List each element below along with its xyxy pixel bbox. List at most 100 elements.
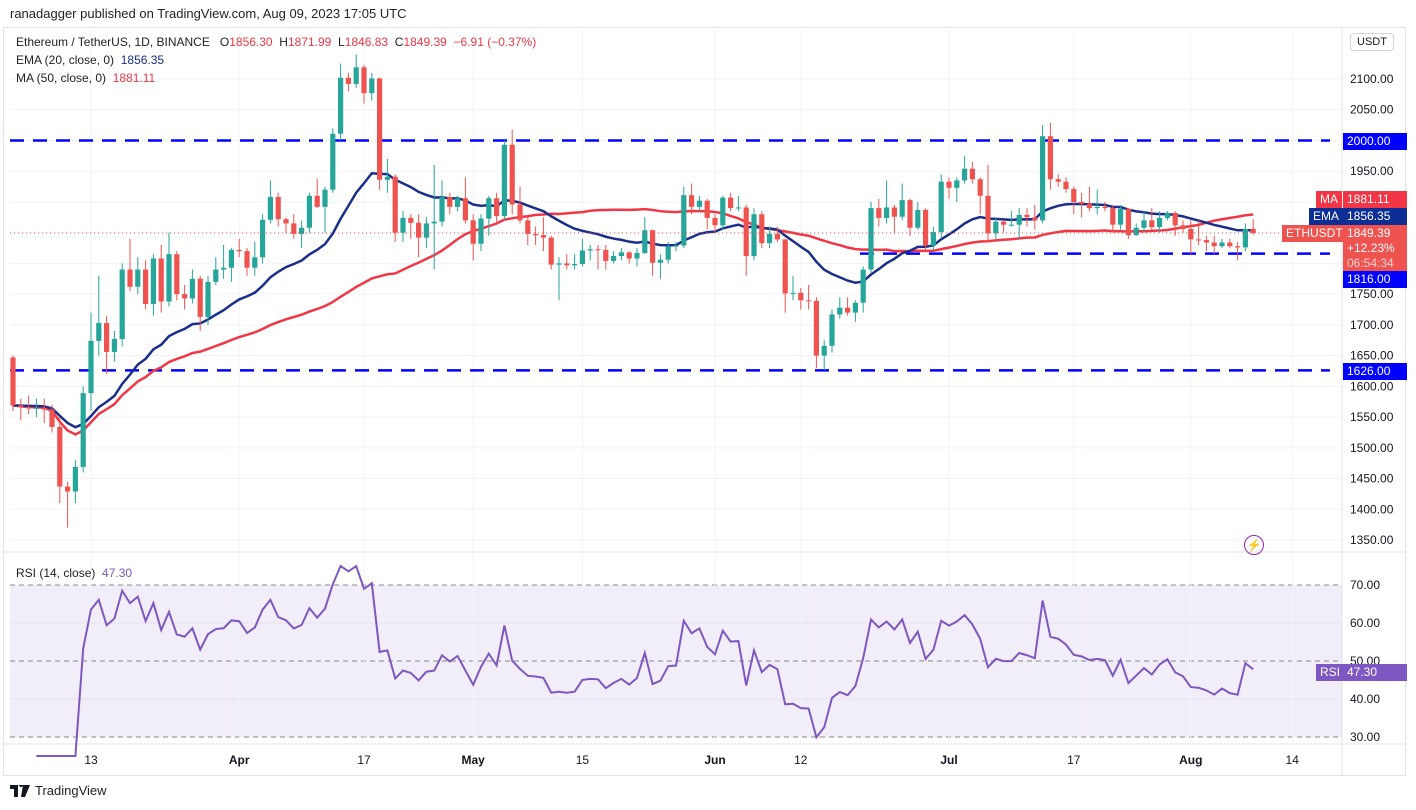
candle-body [657,259,663,263]
candle-body [712,217,718,226]
candle-body [189,278,195,299]
candle-body [1055,179,1061,182]
symbol-legend: Ethereum / TetherUS, 1D, BINANCE O1856.3… [16,35,536,49]
candle-body [735,207,741,209]
candle-body [158,258,164,302]
candle-body [10,357,16,406]
candle-body [845,307,851,313]
price-tick-label: 1700.00 [1350,318,1394,332]
candle-body [486,198,492,219]
candle-body [150,258,156,304]
low-label: L [338,35,345,49]
candle-body [1141,220,1147,228]
rsi-legend-label: RSI (14, close) [16,566,96,580]
ema-tag-label: EMA [1309,208,1344,225]
candle-body [244,251,250,268]
candle-body [837,307,843,315]
candle-body [455,198,461,207]
candle-body [322,189,328,207]
candle-body [759,214,765,244]
candle-body [728,197,734,209]
candle-body [236,249,242,252]
candle-body [501,144,507,217]
candle-body [556,263,562,265]
candle-body [813,300,819,356]
candle-body [1008,224,1014,226]
price-tick-label: 1750.00 [1350,287,1394,301]
candle-body [1094,206,1100,209]
rsi-legend[interactable]: RSI (14, close) 47.30 [16,566,132,580]
close-value: 1849.39 [403,35,447,49]
candle-body [361,67,367,94]
candle-body [533,233,539,236]
footer: TradingView [10,783,107,798]
candle-body [18,405,24,408]
time-tick-label: 15 [576,753,590,767]
ma-legend[interactable]: MA (50, close, 0) 1881.11 [16,71,155,85]
time-tick-label: 12 [794,753,808,767]
candle-body [26,407,32,409]
candle-body [353,67,359,84]
price-tick-label: 1500.00 [1350,441,1394,455]
candle-body [540,235,546,238]
lightning-icon[interactable]: ⚡ [1244,535,1264,555]
low-value: 1846.83 [344,35,389,49]
candle-body [1032,217,1038,221]
ema-legend[interactable]: EMA (20, close, 0) 1856.35 [16,53,164,67]
candle-body [1118,208,1124,225]
candle-body [696,200,702,207]
ma-legend-value: 1881.11 [112,71,156,85]
candle-body [548,237,554,265]
resistance-2000-tag: 2000.00 [1343,133,1407,150]
time-tick-label: 13 [84,753,98,767]
price-tick-label: 1400.00 [1350,502,1394,516]
candle-body [470,220,476,244]
candle-body [993,221,999,234]
candle-body [299,227,305,234]
candle-body [564,263,570,266]
candle-body [884,207,890,218]
currency-selector[interactable]: USDT [1350,33,1394,51]
candle-body [681,195,687,246]
ma-price-tag: 1881.11 [1343,191,1407,208]
candle-body [462,198,468,221]
rsi-tick-label: 60.00 [1350,616,1380,630]
symbol-name[interactable]: Ethereum / TetherUS, 1D, BINANCE [16,35,210,49]
percent-change: +12.23% [1347,241,1395,255]
candle-body [1219,242,1225,247]
candle-body [369,78,375,94]
time-tick-label: Jul [940,753,957,767]
candle-body [88,340,94,394]
rsi-tick-label: 70.00 [1350,578,1380,592]
rsi-legend-value: 47.30 [102,566,133,580]
candle-body [946,181,952,188]
candle-body [80,393,86,467]
candle-body [704,200,710,218]
candle-body [962,168,968,181]
candle-body [182,294,188,299]
bar-countdown: 06:54:34 [1347,256,1394,270]
candle-body [111,339,117,352]
candle-body [1203,240,1209,243]
candle-body [330,133,336,190]
high-label: H [279,35,288,49]
candle-body [1211,242,1217,247]
time-tick-label: May [462,753,486,767]
candle-body [774,233,780,240]
candle-body [213,269,219,282]
candle-body [915,209,921,228]
time-tick-label: Jun [704,753,725,767]
candle-body [806,300,812,302]
candle-body [907,200,913,228]
ma50-line [12,207,1254,436]
candle-body [1001,221,1007,225]
candle-body [96,323,102,341]
candle-body [618,252,624,257]
candle-body [57,426,63,487]
candle-body [1196,239,1202,241]
candle-body [876,208,882,218]
candle-body [985,195,991,234]
candle-body [119,269,125,340]
rsi-tick-label: 40.00 [1350,692,1380,706]
